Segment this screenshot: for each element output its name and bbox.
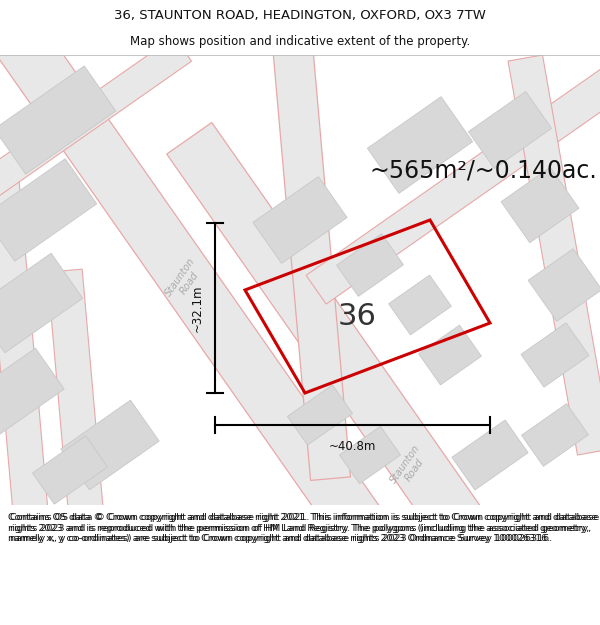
Text: Staunton
Road: Staunton Road [388, 442, 431, 491]
Text: ~40.8m: ~40.8m [329, 441, 376, 454]
Polygon shape [61, 400, 159, 490]
Text: 36: 36 [338, 302, 377, 331]
Polygon shape [0, 159, 47, 511]
Text: 36, STAUNTON ROAD, HEADINGTON, OXFORD, OX3 7TW: 36, STAUNTON ROAD, HEADINGTON, OXFORD, O… [114, 9, 486, 22]
Text: ~565m²/~0.140ac.: ~565m²/~0.140ac. [370, 158, 598, 182]
Polygon shape [0, 348, 64, 438]
Polygon shape [521, 323, 589, 387]
Polygon shape [337, 234, 403, 296]
Polygon shape [32, 436, 107, 504]
Polygon shape [367, 97, 473, 193]
Text: Contains OS data © Crown copyright and database right 2021. This information is : Contains OS data © Crown copyright and d… [10, 513, 599, 543]
Polygon shape [253, 177, 347, 263]
Polygon shape [306, 46, 600, 304]
Polygon shape [508, 55, 600, 455]
Polygon shape [501, 168, 579, 242]
Polygon shape [340, 426, 401, 484]
Text: Contains OS data © Crown copyright and database right 2021. This information is : Contains OS data © Crown copyright and d… [8, 513, 597, 543]
Polygon shape [167, 122, 600, 625]
Polygon shape [0, 66, 116, 174]
Text: ~32.1m: ~32.1m [191, 284, 203, 332]
Text: Map shows position and indicative extent of the property.: Map shows position and indicative extent… [130, 35, 470, 48]
Text: Staunton
Road: Staunton Road [163, 256, 206, 304]
Polygon shape [528, 249, 600, 321]
Polygon shape [452, 420, 528, 490]
Polygon shape [419, 325, 481, 385]
Polygon shape [287, 385, 353, 445]
Polygon shape [0, 0, 393, 558]
Polygon shape [250, 0, 350, 481]
Polygon shape [521, 404, 589, 466]
Polygon shape [469, 91, 551, 169]
Polygon shape [0, 37, 191, 233]
Polygon shape [47, 269, 113, 621]
Polygon shape [0, 253, 83, 352]
Polygon shape [0, 159, 97, 261]
Polygon shape [389, 275, 451, 335]
